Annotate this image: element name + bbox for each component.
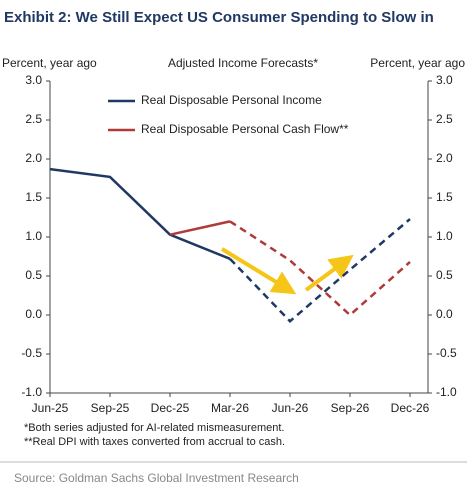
chart-title: Exhibit 2: We Still Expect US Consumer S… <box>4 9 434 26</box>
series-line <box>49 167 231 260</box>
y2-tick-label: -1.0 <box>436 385 457 399</box>
footnote: **Real DPI with taxes converted from acc… <box>24 436 285 448</box>
y-tick-label: 0.5 <box>25 268 42 282</box>
legend-label: Real Disposable Personal Cash Flow** <box>141 122 349 136</box>
x-tick-label: Dec-25 <box>151 401 190 415</box>
legend-label: Real Disposable Personal Income <box>141 93 322 107</box>
y-tick-label: -1.0 <box>21 385 42 399</box>
y-tick-label: 0.0 <box>25 307 42 321</box>
y-axis-label: Percent, year ago <box>2 56 97 70</box>
y-tick-label: 1.0 <box>25 229 42 243</box>
chart-subtitle: Adjusted Income Forecasts* <box>168 56 318 70</box>
y-tick-label: 2.0 <box>25 151 42 165</box>
annotation-arrow <box>304 254 354 292</box>
y2-tick-label: 2.0 <box>436 151 453 165</box>
series-line <box>229 218 411 323</box>
source: Source: Goldman Sachs Global Investment … <box>14 471 299 485</box>
y-tick-label: 3.0 <box>25 73 42 87</box>
x-tick-label: Jun-25 <box>32 401 69 415</box>
x-tick-label: Sep-25 <box>91 401 130 415</box>
annotation-arrow <box>220 247 297 295</box>
y2-tick-label: 0.5 <box>436 268 453 282</box>
series-line <box>229 220 411 317</box>
y2-tick-label: -0.5 <box>436 346 457 360</box>
y2-tick-label: 0.0 <box>436 307 453 321</box>
x-tick-label: Mar-26 <box>211 401 249 415</box>
y2-axis-label: Percent, year ago <box>370 56 465 70</box>
y2-tick-label: 1.0 <box>436 229 453 243</box>
y-tick-label: -0.5 <box>21 346 42 360</box>
y2-tick-label: 3.0 <box>436 73 453 87</box>
series-line <box>169 220 231 236</box>
y2-tick-label: 1.5 <box>436 190 453 204</box>
x-tick-label: Sep-26 <box>331 401 370 415</box>
y-tick-label: 1.5 <box>25 190 42 204</box>
x-tick-label: Jun-26 <box>272 401 309 415</box>
y2-tick-label: 2.5 <box>436 112 453 126</box>
footnote: *Both series adjusted for AI-related mis… <box>24 422 284 434</box>
x-tick-label: Dec-26 <box>391 401 430 415</box>
y-tick-label: 2.5 <box>25 112 42 126</box>
